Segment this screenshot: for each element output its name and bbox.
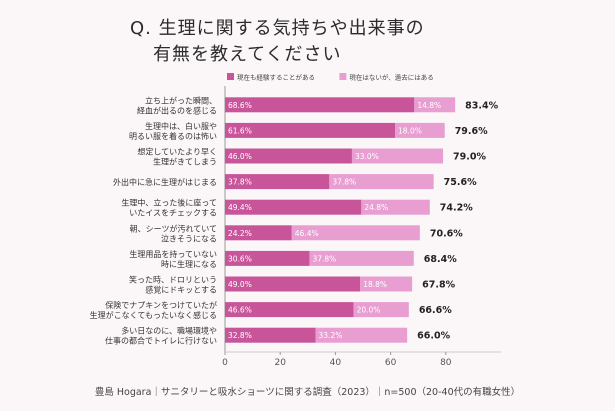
legend-swatch-past <box>339 73 347 80</box>
bar-label-current: 49.0% <box>228 280 252 289</box>
x-tick-label: 60 <box>385 358 397 368</box>
bar-current <box>225 327 316 343</box>
category-label: いたイスをチェックする <box>129 209 217 218</box>
bar-label-current: 30.6% <box>228 254 252 263</box>
bar-current <box>225 225 292 241</box>
category-label: 立ち上がった瞬間、 <box>145 95 217 105</box>
bar-label-past: 33.2% <box>319 331 343 340</box>
bar-past <box>361 199 430 215</box>
total-label: 67.8% <box>422 280 455 291</box>
total-label: 70.6% <box>430 228 463 239</box>
category-label: 仕事の都合でトイレに行けない <box>105 336 217 346</box>
legend-label-current: 現在も経験することがある <box>237 73 315 82</box>
bar-past <box>309 250 414 266</box>
bar-past <box>291 225 420 241</box>
legend-swatch-current <box>227 73 234 80</box>
category-label: 生理がきてしまう <box>153 157 217 167</box>
category-label: 朝、シーツが汚れていて <box>130 223 217 233</box>
category-label: 時に生理になる <box>161 259 217 269</box>
category-label: 保険でナプキンをつけていたが <box>105 300 217 310</box>
bar-label-past: 20.0% <box>357 306 381 315</box>
bar-past <box>329 174 434 190</box>
total-label: 75.6% <box>444 177 477 188</box>
x-tick-label: 40 <box>330 358 342 368</box>
bar-label-past: 24.8% <box>364 203 388 212</box>
total-label: 83.4% <box>465 100 498 111</box>
total-label: 66.0% <box>417 331 450 342</box>
bar-label-current: 32.8% <box>228 331 252 340</box>
category-label: 生理中、立った後に座って <box>121 198 217 208</box>
bar-current <box>225 122 396 138</box>
bar-label-current: 49.4% <box>228 203 252 212</box>
category-label: 笑った時、ドロリという <box>129 275 217 285</box>
bar-past <box>360 276 413 292</box>
bar-current <box>225 148 352 164</box>
bar-label-past: 18.8% <box>363 280 387 289</box>
legend-label-past: 現在はないが、過去にはある <box>349 73 433 82</box>
source-footer: 豊島 Hogara｜サニタリーと吸水ショーツに関する調査（2023）｜n=500… <box>94 387 521 398</box>
bar-label-past: 18.0% <box>398 126 422 135</box>
category-label: 生理中は、白い服や <box>145 121 217 131</box>
bar-label-past: 37.8% <box>332 178 356 187</box>
category-label: 外出中に急に生理がはじまる <box>113 177 217 187</box>
bar-label-current: 61.6% <box>228 126 252 135</box>
bar-label-current: 68.6% <box>228 101 252 110</box>
bar-label-current: 37.8% <box>228 178 252 187</box>
category-label: 生理がこなくてもったいなく感じる <box>90 310 217 320</box>
bar-current <box>225 199 362 215</box>
bar-past <box>395 122 445 138</box>
x-tick-label: 20 <box>274 358 286 368</box>
bar-label-past: 33.0% <box>355 152 379 161</box>
bar-past <box>315 327 408 343</box>
bar-past <box>351 148 444 164</box>
category-label: 明るい服を着るのは怖い <box>129 131 217 141</box>
total-label: 68.4% <box>424 254 457 265</box>
bar-current <box>225 302 354 318</box>
chart-title-line2: 有無を教えてください <box>153 44 342 65</box>
bar-current <box>225 174 330 190</box>
category-label: 感覚にドキッとする <box>145 285 217 295</box>
bar-label-past: 46.4% <box>295 229 319 238</box>
category-label: 多い日なのに、職場環境や <box>121 326 217 336</box>
total-label: 79.6% <box>455 126 488 137</box>
chart-title-line1: Q. 生理に関する気持ちや出来事の <box>130 18 425 39</box>
bar-current <box>225 276 361 292</box>
bar-label-current: 24.2% <box>228 229 252 238</box>
bar-label-past: 14.8% <box>417 101 441 110</box>
bar-label-past: 37.8% <box>312 254 336 263</box>
total-label: 66.6% <box>419 305 452 316</box>
bar-label-current: 46.0% <box>228 152 252 161</box>
x-tick-label: 0 <box>222 358 228 368</box>
category-label: 生理用品を持っていない <box>129 249 217 259</box>
bar-past <box>353 302 409 318</box>
x-tick-label: 80 <box>440 358 452 368</box>
bar-current <box>225 250 310 266</box>
bar-past <box>414 97 456 113</box>
category-label: 経血が出るのを感じる <box>137 105 217 115</box>
bar-label-current: 46.6% <box>228 306 252 315</box>
total-label: 74.2% <box>440 203 473 214</box>
bar-current <box>225 97 415 113</box>
category-label: 泣きそうになる <box>161 233 217 243</box>
total-label: 79.0% <box>453 152 486 163</box>
category-label: 想定していたより早く <box>137 147 217 157</box>
